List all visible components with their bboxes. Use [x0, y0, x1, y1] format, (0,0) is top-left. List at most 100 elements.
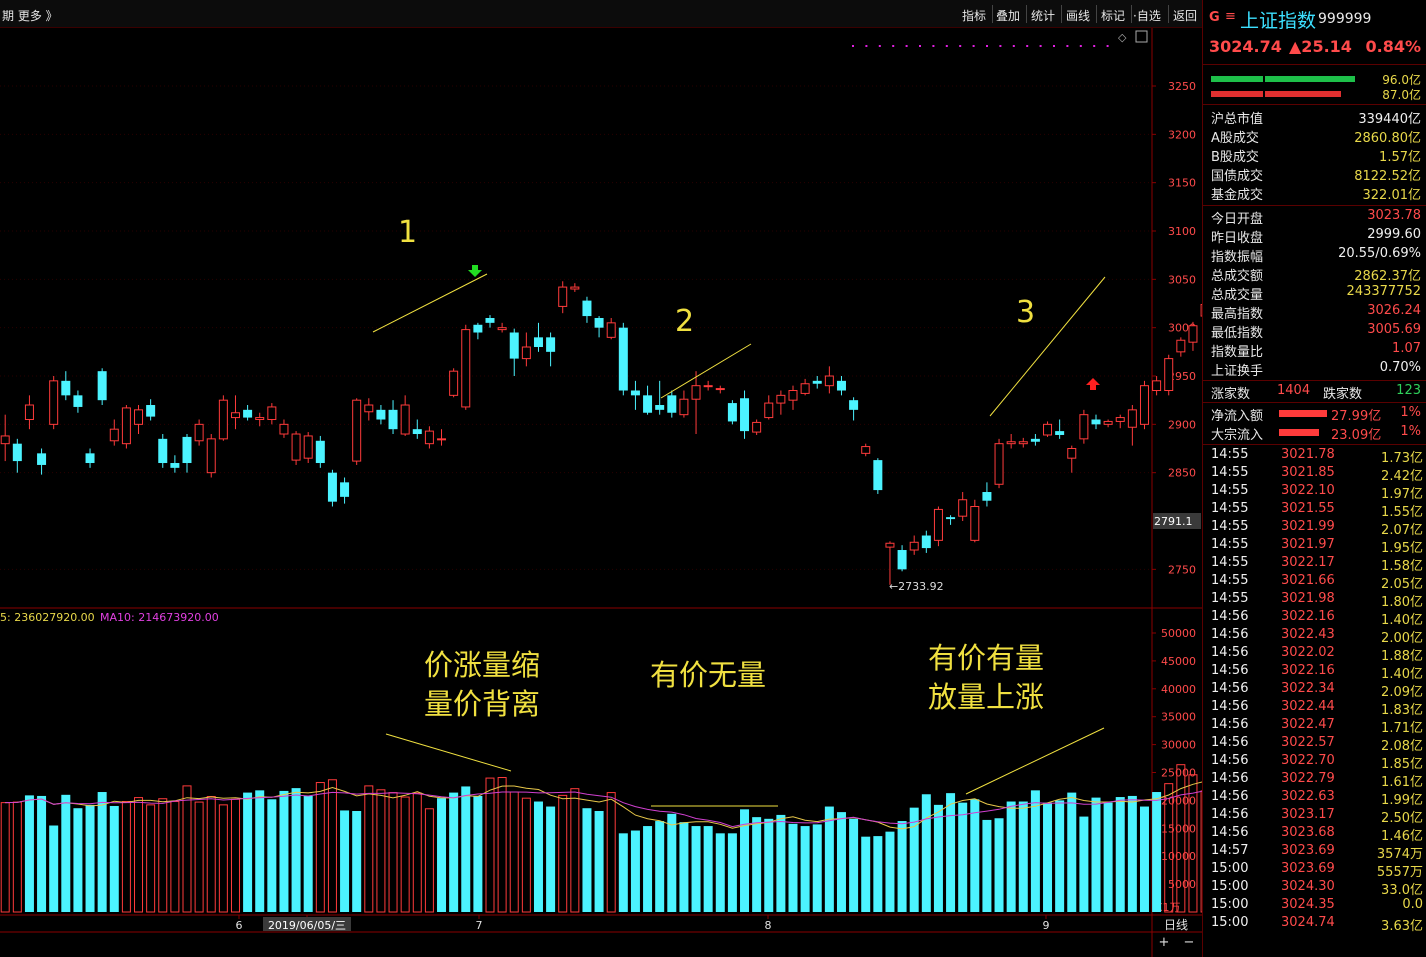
tick-price: 3022.79	[1281, 771, 1335, 786]
volume-bar	[691, 826, 701, 912]
stat-label: B股成交	[1211, 150, 1259, 165]
candle-body	[1200, 303, 1202, 317]
ma5-legend: 5: 236027920.00	[0, 611, 95, 624]
zoom-in-button[interactable]: +	[1159, 935, 1170, 950]
toolbar-draw-line-button[interactable]: 画线	[1066, 9, 1091, 23]
volume-bar	[655, 821, 665, 912]
volume-bar	[558, 794, 568, 913]
candle-body	[836, 380, 846, 391]
volume-bar	[982, 819, 992, 912]
candle-body	[655, 405, 665, 410]
zoom-out-button[interactable]: −	[1184, 935, 1195, 950]
sell-flow-bar	[1211, 91, 1263, 97]
volume-axis-label: 40000	[1161, 683, 1196, 696]
candle-body	[740, 398, 750, 432]
toolbar-statistics-button[interactable]: 统计	[1031, 9, 1056, 23]
stat-value: 20.55/0.69%	[1338, 246, 1421, 261]
tick-row: 14:56 3022.02 1.88亿	[1211, 645, 1423, 664]
volume-bar	[146, 804, 156, 913]
volume-bar	[1030, 790, 1040, 912]
volume-bar	[267, 799, 277, 912]
candle-body	[158, 438, 168, 464]
net-inflow-bar	[1279, 410, 1327, 417]
tick-amount: 1.55亿	[1381, 505, 1423, 520]
dotted-marker	[919, 45, 921, 47]
drawn-trend-line	[989, 276, 1106, 417]
price-axis-label: 2900	[1168, 418, 1196, 431]
annotation-text: 量价背离	[424, 687, 540, 721]
annotation-text: 价涨量缩	[424, 648, 540, 682]
candle-body	[267, 406, 277, 421]
volume-bar	[861, 836, 871, 912]
g-icon[interactable]: G	[1209, 10, 1220, 25]
volume-bar	[970, 799, 980, 912]
tick-price: 3021.85	[1281, 465, 1335, 480]
stat-value: 3005.69	[1367, 322, 1421, 337]
x-axis-label: 9	[1043, 919, 1050, 932]
candle-body	[1127, 409, 1137, 428]
stat-value: 8122.52亿	[1354, 169, 1421, 184]
tick-price: 3021.98	[1281, 591, 1335, 606]
menu-icon[interactable]: ≡	[1225, 9, 1236, 24]
volume-bar	[933, 804, 943, 912]
volume-bar	[582, 808, 592, 912]
percent-change: 0.84%	[1365, 37, 1421, 56]
divider	[1203, 205, 1426, 206]
tick-price: 3022.63	[1281, 789, 1335, 804]
stat-value: 3026.24	[1367, 303, 1421, 318]
candle-body	[1152, 380, 1162, 392]
stat-value: 322.01亿	[1362, 188, 1422, 203]
tick-row: 14:56 3023.17 2.50亿	[1211, 807, 1423, 826]
volume-bar	[618, 833, 628, 912]
candle-body	[546, 337, 556, 352]
volume-axis-label: 5000	[1168, 878, 1196, 891]
volume-bar	[61, 794, 71, 912]
volume-ma5-line	[5, 781, 1202, 830]
drawn-trend-line	[385, 733, 512, 772]
tick-row: 14:56 3022.16 1.40亿	[1211, 663, 1423, 682]
volume-bar	[1103, 802, 1113, 912]
dotted-marker	[892, 45, 895, 47]
tick-row: 14:56 3022.79 1.61亿	[1211, 771, 1423, 790]
volume-bar	[388, 792, 398, 913]
annotation-text: 有价有量	[928, 641, 1044, 675]
volume-bar	[340, 810, 350, 912]
dotted-marker	[999, 45, 1002, 47]
volume-bar	[1067, 792, 1077, 912]
candle-body	[982, 492, 992, 501]
tick-row: 14:55 3021.99 2.07亿	[1211, 519, 1423, 538]
tick-row: 14:55 3022.17 1.58亿	[1211, 555, 1423, 574]
candle-body	[0, 435, 10, 445]
tick-price: 3024.74	[1281, 915, 1335, 930]
toolbar-period-more[interactable]: 期 更多 》	[2, 9, 58, 23]
volume-bar	[376, 789, 386, 913]
candle-body	[340, 482, 350, 497]
toolbar-mark-button[interactable]: 标记	[1101, 9, 1126, 23]
toolbar-overlay-button[interactable]: 叠加	[996, 9, 1021, 23]
volume-bar	[1176, 764, 1186, 913]
candle-body	[752, 421, 762, 433]
toolbar-watchlist-button[interactable]: ·自选	[1133, 9, 1161, 23]
divider	[1203, 64, 1426, 65]
price-axis-label: 3200	[1168, 128, 1196, 141]
candle-body	[873, 460, 883, 491]
volume-axis-label: 50000	[1161, 627, 1196, 640]
net-inflow-value: 27.99亿	[1331, 409, 1382, 424]
candle-body	[812, 380, 822, 384]
toolbar-back-button[interactable]: 返回	[1173, 9, 1198, 23]
candle-body	[364, 404, 374, 413]
tick-row: 14:57 3023.69 3574万	[1211, 843, 1423, 862]
stat-label: 最高指数	[1211, 307, 1264, 322]
tick-time: 14:56	[1211, 717, 1249, 732]
sell-flow-value: 87.0亿	[1382, 88, 1421, 102]
candle-body	[109, 428, 119, 442]
kline-chart[interactable]: 3250320031503100305030002950290028502750…	[0, 0, 1202, 957]
tick-amount: 1.85亿	[1381, 757, 1423, 772]
candle-body	[1043, 423, 1053, 436]
stat-row: 沪总市值 339440亿	[1211, 108, 1421, 127]
volume-bar	[109, 805, 119, 912]
x-axis-label: 7	[476, 919, 483, 932]
toolbar-indicator-button[interactable]: 指标	[962, 9, 987, 23]
block-inflow-row: 大宗流入 23.09亿 1%	[1211, 424, 1421, 443]
volume-bar	[836, 812, 846, 912]
